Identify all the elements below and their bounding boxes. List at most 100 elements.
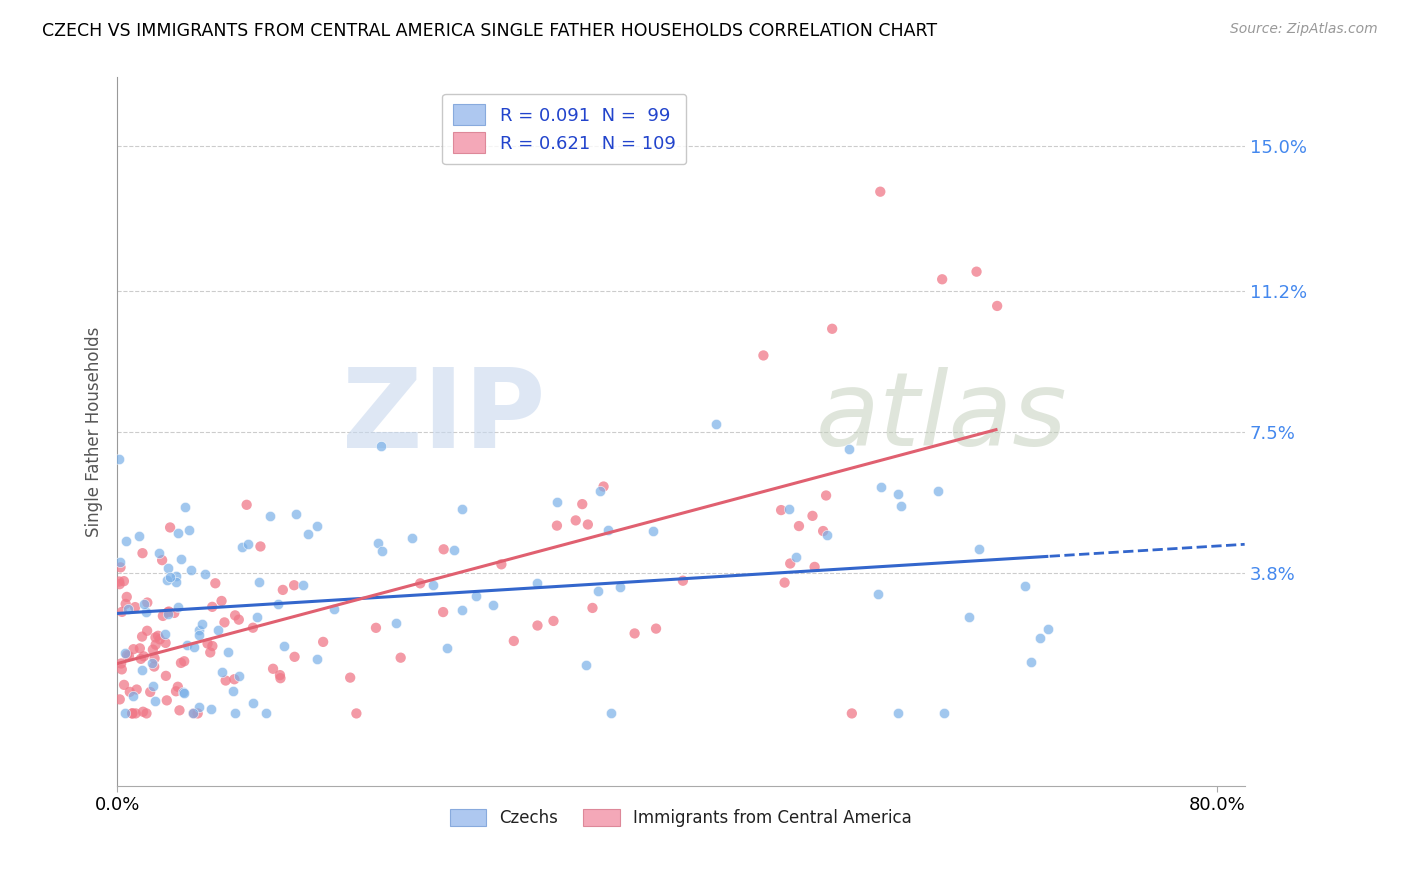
Point [801,508,824,523]
Point [432,605,454,619]
Point [284,649,307,664]
Point [152,608,174,623]
Point [173,500,195,515]
Point [821,322,844,336]
Point [838,442,860,456]
Point [868,587,890,601]
Point [385,616,408,631]
Point [156,573,179,587]
Point [139,685,162,699]
Point [143,659,166,673]
Point [156,693,179,707]
Point [111,605,134,619]
Point [931,272,953,286]
Point [1014,579,1036,593]
Point [451,603,474,617]
Point [339,671,361,685]
Point [592,479,614,493]
Point [571,497,593,511]
Point [869,185,891,199]
Point [125,682,148,697]
Point [114,706,136,721]
Point [575,658,598,673]
Point [132,597,155,611]
Point [214,615,236,630]
Point [108,555,131,569]
Point [207,624,229,638]
Point [187,700,209,714]
Point [312,635,335,649]
Point [247,575,270,590]
Point [217,645,239,659]
Point [235,498,257,512]
Point [238,537,260,551]
Point [436,640,458,655]
Point [443,542,465,557]
Point [262,662,284,676]
Point [770,503,793,517]
Point [422,577,444,591]
Point [450,501,472,516]
Point [183,706,205,721]
Point [1038,622,1060,636]
Point [150,553,173,567]
Point [271,582,294,597]
Point [367,536,389,550]
Point [228,669,250,683]
Point [176,638,198,652]
Point [124,600,146,615]
Point [108,577,131,591]
Point [148,546,170,560]
Point [187,706,209,721]
Point [200,645,222,659]
Y-axis label: Single Father Households: Single Father Households [86,326,103,537]
Point [131,664,153,678]
Point [370,544,392,558]
Point [641,524,664,538]
Point [546,495,568,509]
Point [136,595,159,609]
Point [149,632,172,647]
Point [803,560,825,574]
Point [121,706,143,721]
Point [433,542,456,557]
Point [773,575,796,590]
Point [115,590,138,604]
Point [183,640,205,654]
Point [231,540,253,554]
Point [576,517,599,532]
Point [401,531,423,545]
Text: ZIP: ZIP [342,364,546,471]
Legend: Czechs, Immigrants from Central America: Czechs, Immigrants from Central America [443,803,920,834]
Point [890,499,912,513]
Point [118,685,141,699]
Point [778,502,800,516]
Point [543,614,565,628]
Point [201,599,224,614]
Point [141,656,163,670]
Point [779,557,801,571]
Point [187,628,209,642]
Point [157,605,180,619]
Point [157,607,180,621]
Point [283,578,305,592]
Point [966,265,988,279]
Point [118,649,141,664]
Point [957,609,980,624]
Point [623,626,645,640]
Point [121,706,143,721]
Point [409,576,432,591]
Point [870,480,893,494]
Point [165,684,187,698]
Point [389,650,412,665]
Point [589,483,612,498]
Point [269,668,291,682]
Point [242,621,264,635]
Point [132,649,155,664]
Point [297,526,319,541]
Point [269,671,291,685]
Point [135,606,157,620]
Point [180,562,202,576]
Point [124,706,146,721]
Point [166,525,188,540]
